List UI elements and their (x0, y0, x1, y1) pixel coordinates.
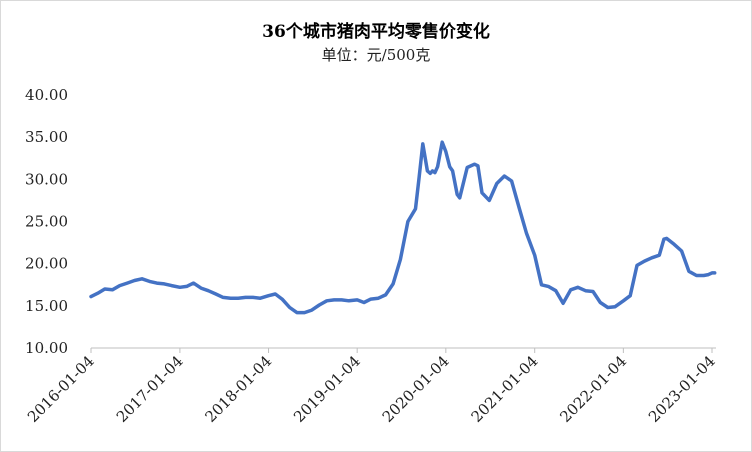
y-tick-label: 40.00 (25, 86, 68, 104)
series-layer (89, 140, 717, 315)
chart-title: 36个城市猪肉平均零售价变化 (262, 22, 490, 42)
y-tick-label: 25.00 (25, 213, 68, 231)
x-tick-label: 2021-01-04 (468, 352, 542, 426)
x-tick-label: 2016-01-04 (24, 352, 98, 426)
x-tick-label: 2023-01-04 (645, 352, 719, 426)
y-tick-label: 15.00 (25, 297, 68, 315)
y-axis: 10.00 15.00 20.00 25.00 30.00 35.00 40.00 (25, 86, 68, 357)
x-tick-label: 2022-01-04 (556, 352, 630, 426)
series-line (89, 140, 717, 315)
x-tick-label: 2017-01-04 (113, 352, 187, 426)
y-tick-label: 35.00 (25, 128, 68, 146)
x-tick-label: 2019-01-04 (290, 352, 364, 426)
x-tick-label: 2020-01-04 (379, 352, 453, 426)
y-tick-label: 10.00 (25, 339, 68, 357)
x-axis: 2016-01-04 2017-01-04 2018-01-04 2019-01-04… (24, 347, 719, 426)
y-tick-label: 30.00 (25, 170, 68, 188)
chart-subtitle: 单位：元/500克 (321, 46, 431, 64)
x-tick-label: 2018-01-04 (201, 352, 275, 426)
y-tick-label: 20.00 (25, 255, 68, 273)
